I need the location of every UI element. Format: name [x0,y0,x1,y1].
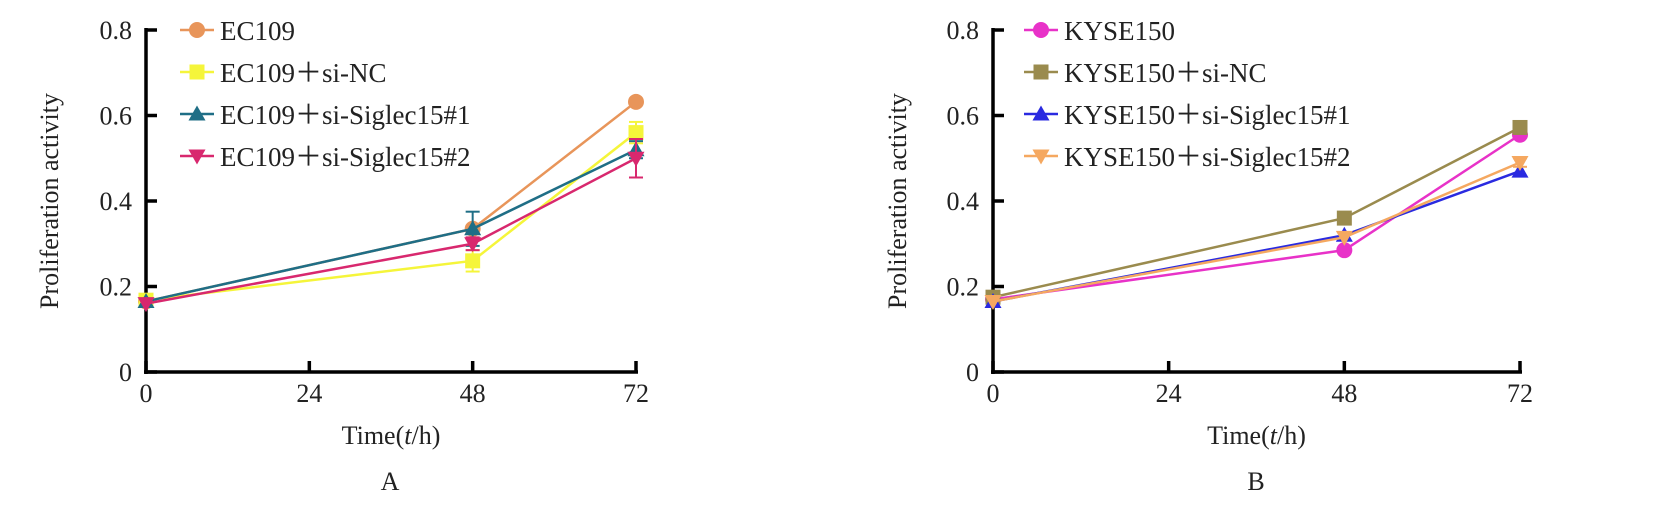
x-tick-label: 48 [1331,379,1357,408]
data-point [1335,230,1353,246]
data-point [465,253,481,269]
legend-swatch-marker [188,105,206,121]
y-axis-title: Proliferation activity [35,93,64,309]
y-tick-label: 0 [966,358,979,387]
data-point [1511,156,1529,172]
legend-item: KYSE150＋si-NC [1024,58,1267,88]
x-tick-label: 24 [296,379,322,408]
legend: EC109 EC109＋si-NC EC109＋si-Siglec15#1 EC109… [180,16,471,172]
legend-swatch-marker [1032,149,1050,165]
legend-label: EC109＋si-Siglec15#1 [220,100,471,130]
y-tick-label: 0 [119,358,132,387]
legend-item: EC109＋si-NC [180,58,387,88]
data-point [627,151,645,167]
y-tick-label: 0.8 [947,16,980,45]
y-tick-label: 0.4 [947,187,980,216]
y-axis-title: Proliferation activity [883,93,912,309]
y-tick-label: 0.6 [947,102,980,131]
y-tick-label: 0.8 [100,16,133,45]
panel-letter: B [1247,467,1264,496]
series-line [992,169,1521,303]
legend-label: KYSE150＋si-Siglec15#1 [1064,100,1351,130]
data-point [464,220,482,236]
legend-item: KYSE150＋si-Siglec15#2 [1024,142,1351,172]
legend-label: KYSE150＋si-Siglec15#2 [1064,142,1351,172]
x-axis-title: Time(t/h) [1207,421,1306,450]
y-tick-label: 0.2 [100,273,133,302]
legend-swatch-marker [1033,64,1049,80]
x-axis-title: Time(t/h) [342,421,441,450]
legend-label: KYSE150＋si-NC [1064,58,1267,88]
data-point [1512,119,1528,135]
legend-swatch-marker [189,64,205,80]
data-point [984,294,1002,310]
x-tick-label: 72 [623,379,649,408]
data-point [628,93,644,110]
series-line [145,157,637,305]
x-tick-label: 72 [1507,379,1533,408]
data-point [1336,210,1352,226]
panel-letter: A [381,467,400,496]
legend-swatch-marker [1033,22,1049,38]
legend-label: EC109＋si-NC [220,58,387,88]
series-4 [984,156,1529,310]
legend-label: EC109 [220,16,295,46]
legend-item: KYSE150＋si-Siglec15#1 [1024,100,1351,130]
series-2 [985,119,1528,305]
legend-swatch-marker [188,149,206,165]
legend-item: KYSE150 [1024,16,1175,46]
data-point [628,125,644,141]
x-tick-label: 24 [1156,379,1182,408]
legend-swatch-marker [189,22,205,38]
y-tick-label: 0.2 [947,273,980,302]
x-tick-label: 0 [987,379,1000,408]
x-tick-label: 48 [460,379,486,408]
legend: KYSE150 KYSE150＋si-NC KYSE150＋si-Siglec15#… [1024,16,1351,172]
data-point [137,297,155,313]
series-4 [137,138,645,313]
series-3 [984,162,1529,308]
y-tick-label: 0.4 [100,187,133,216]
y-tick-label: 0.6 [100,102,133,131]
x-tick-label: 0 [140,379,153,408]
data-point [464,237,482,253]
legend-label: KYSE150 [1064,16,1175,46]
panel-a: 0 0.2 0.4 0.6 0.8 0 24 48 72 Proliferation activi… [35,16,649,496]
legend-swatch-marker [1032,105,1050,121]
legend-item: EC109 [180,16,295,46]
legend-label: EC109＋si-Siglec15#2 [220,142,471,172]
legend-item: EC109＋si-Siglec15#2 [180,142,471,172]
series-line [145,148,637,303]
panel-b: 0 0.2 0.4 0.6 0.8 0 24 48 72 Proliferation activi… [883,16,1533,496]
legend-item: EC109＋si-Siglec15#1 [180,100,471,130]
